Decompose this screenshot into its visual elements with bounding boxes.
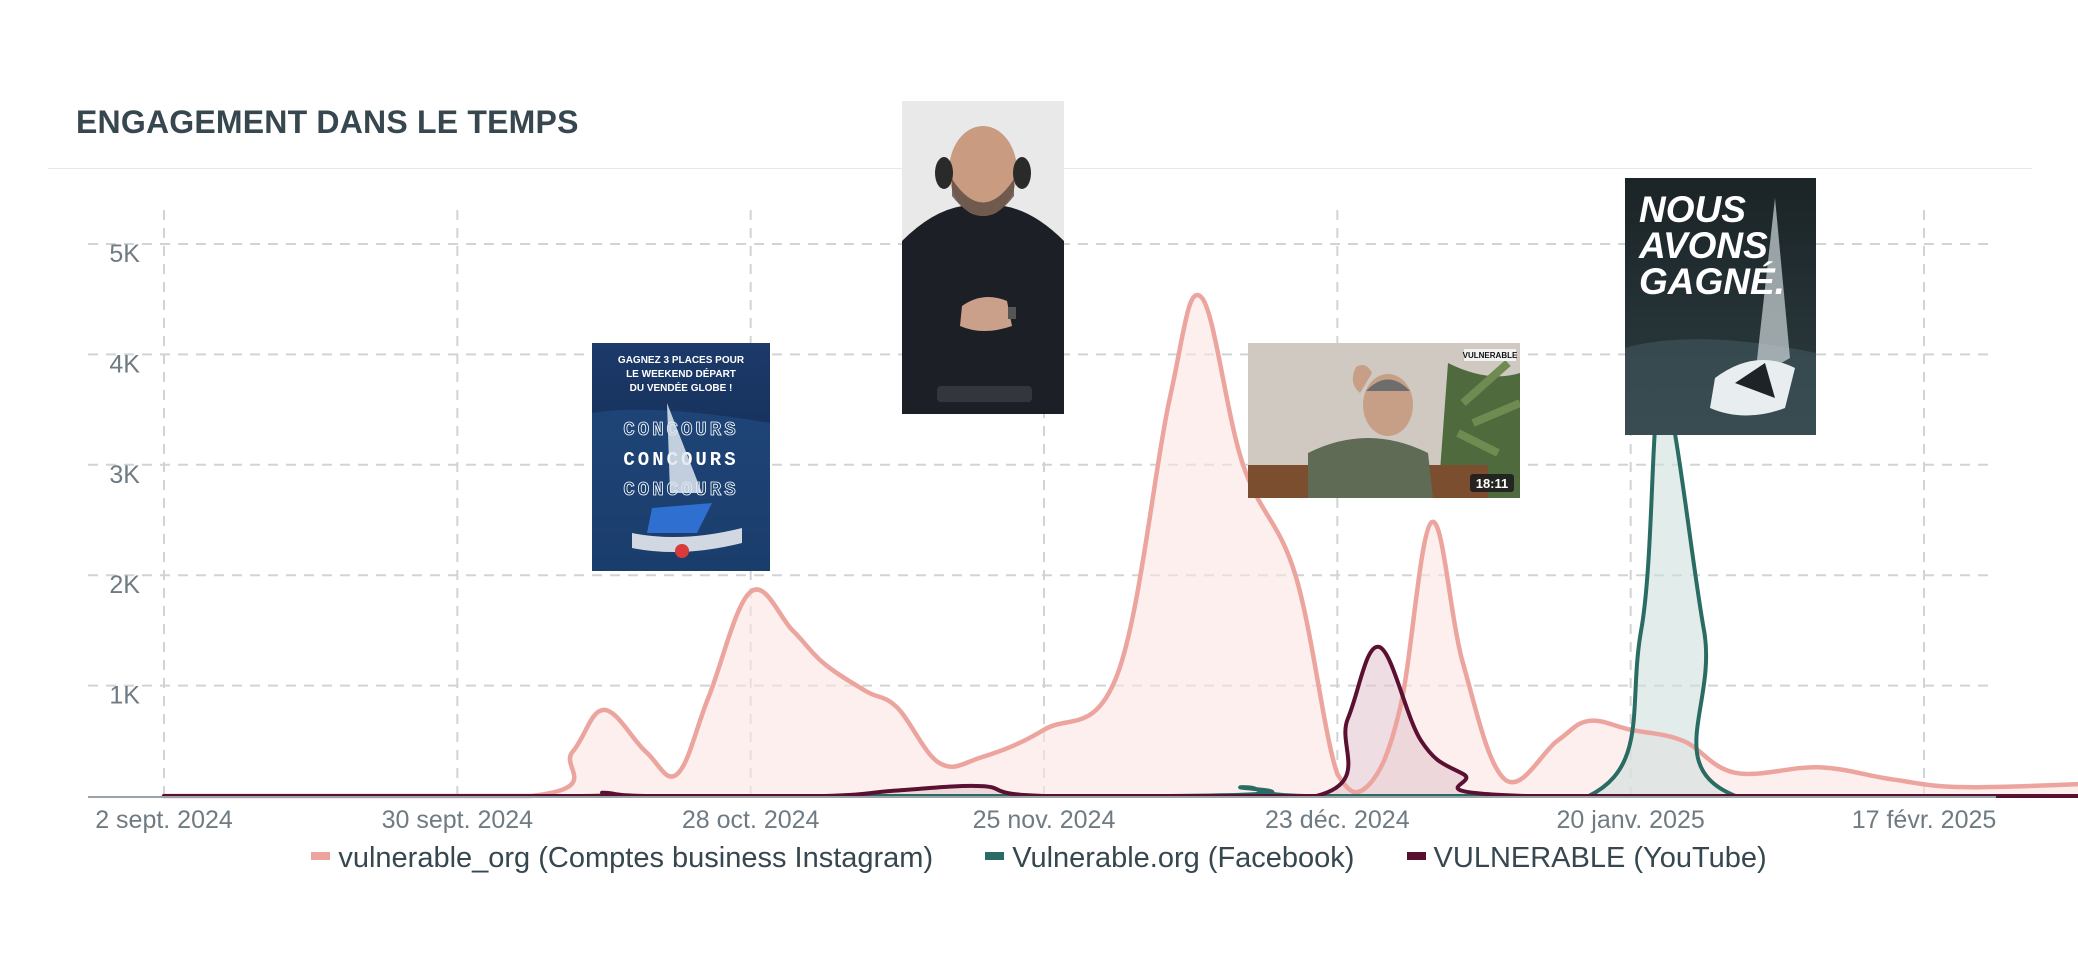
series-line-instagram[interactable] [161,292,2078,799]
victory-poster-image: NOUS AVONS GAGNÉ. [1625,178,1816,435]
video-duration: 18:11 [1476,476,1509,491]
poster-word-outline-1: CONCOURS [623,419,738,441]
x-tick-label: 25 nov. 2024 [973,806,1116,834]
chart-title: ENGAGEMENT DANS LE TEMPS [76,104,579,140]
y-tick-label: 2K [109,571,140,599]
x-tick-label: 30 sept. 2024 [382,806,534,834]
legend-item-facebook[interactable]: Vulnerable.org (Facebook) [985,842,1354,875]
post-thumbnail-victory[interactable]: NOUS AVONS GAGNÉ. [1625,178,1816,435]
x-tick-label: 20 janv. 2025 [1557,806,1705,834]
series-area-facebook [164,387,2078,797]
y-tick-label: 5K [109,240,140,268]
x-tick-label: 28 oct. 2024 [682,806,820,834]
legend-label-youtube: VULNERABLE (YouTube) [1433,842,1767,874]
poster-word-1: NOUS [1639,189,1746,230]
legend-swatch-youtube [1406,852,1426,861]
video-thumbnail[interactable]: VULNERABLE 18:11 [1248,343,1520,498]
axis-labels: 1K 2K 3K 4K 5K 2 sept. 2024 30 sept. 2024 28 oc… [95,240,1996,834]
video-thumbnail-image: VULNERABLE 18:11 [1248,343,1520,498]
legend-label-facebook: Vulnerable.org (Facebook) [1012,842,1355,874]
poster-word-2: AVONS [1638,225,1768,266]
poster-line-3: DU VENDÉE GLOBE ! [630,381,733,394]
legend-label-instagram: vulnerable_org (Comptes business Instagr… [338,842,934,874]
x-tick-label: 2 sept. 2024 [95,806,233,834]
y-tick-label: 4K [109,350,140,378]
y-tick-label: 1K [109,682,140,710]
video-badge-text: VULNERABLE [1463,351,1518,360]
x-tick-label: 23 déc. 2024 [1265,806,1410,834]
poster-line-2: LE WEEKEND DÉPART [626,367,736,380]
post-thumbnail-contest[interactable]: GAGNEZ 3 PLACES POUR LE WEEKEND DÉPART D… [592,343,770,571]
x-tick-label: 17 févr. 2025 [1852,806,1997,834]
legend-item-youtube[interactable]: VULNERABLE (YouTube) [1406,842,1767,875]
series-area-instagram [164,295,2078,797]
portrait-photo-image [902,101,1064,414]
post-thumbnail-portrait[interactable] [902,101,1064,414]
poster-line-1: GAGNEZ 3 PLACES POUR [618,355,745,366]
legend-swatch-facebook [985,852,1005,861]
chart-legend: vulnerable_org (Comptes business Instagr… [0,842,2078,875]
legend-swatch-instagram [311,852,331,861]
contest-poster-image: GAGNEZ 3 PLACES POUR LE WEEKEND DÉPART D… [592,343,770,571]
areas [164,295,2078,797]
poster-word-3: GAGNÉ. [1639,261,1785,302]
y-tick-label: 3K [109,461,140,489]
legend-item-instagram[interactable]: vulnerable_org (Comptes business Instagr… [311,842,933,875]
